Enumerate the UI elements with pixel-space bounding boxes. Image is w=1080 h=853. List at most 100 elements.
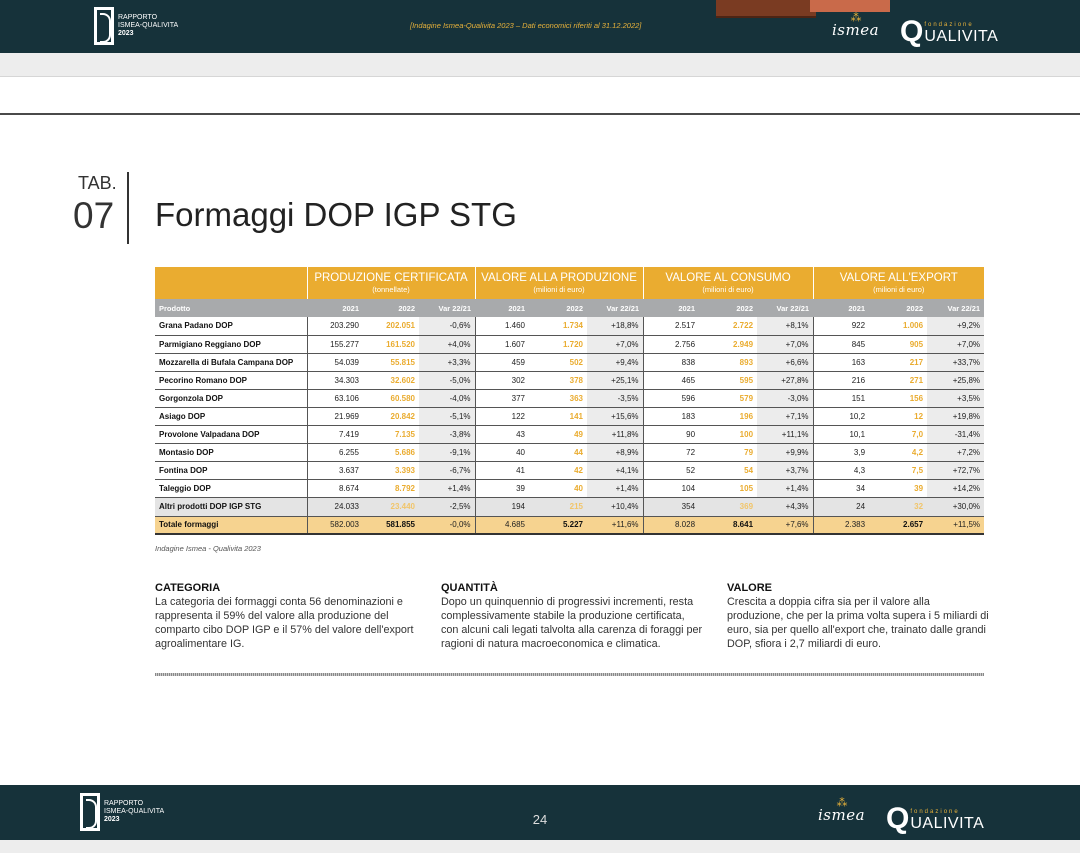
variation-cell: +9,9% bbox=[757, 443, 814, 463]
variation-cell: +1,4% bbox=[587, 479, 644, 499]
rapporto-logo-line2: ISMEA-QUALIVITA bbox=[104, 808, 165, 815]
product-name-cell: Provolone Valpadana DOP bbox=[155, 425, 308, 445]
rapporto-logo-year: 2023 bbox=[118, 30, 134, 37]
variation-cell: +33,7% bbox=[927, 353, 985, 372]
rapporto-logo-year: 2023 bbox=[104, 816, 120, 823]
column-header: Var 22/21 bbox=[419, 299, 476, 317]
value-2022-cell: 7.135 bbox=[363, 425, 419, 445]
rapporto-logo-icon bbox=[94, 7, 114, 45]
variation-cell: +1,4% bbox=[757, 479, 814, 499]
variation-cell: -2,5% bbox=[419, 497, 476, 517]
table-row: Gorgonzola DOP 63.106 60.580 -4,0% 377 363 -3,… bbox=[155, 389, 985, 408]
table-body: Grana Padano DOP 203.290 202.051 -0,6% 1.460… bbox=[155, 317, 985, 536]
value-2022-cell: 105 bbox=[699, 479, 758, 499]
value-2022-cell: 156 bbox=[869, 389, 928, 408]
qualivita-logo-word: UALIVITA bbox=[924, 28, 999, 45]
value-2021-cell: 122 bbox=[474, 407, 530, 427]
value-2022-cell: 141 bbox=[529, 407, 588, 427]
variation-cell: -5,1% bbox=[419, 407, 476, 427]
variation-cell: +10,4% bbox=[587, 497, 644, 517]
rapporto-logo-line2: ISMEA-QUALIVITA bbox=[118, 22, 179, 29]
value-2022-cell: 7,0 bbox=[869, 425, 928, 445]
value-2022-cell: 42 bbox=[529, 461, 588, 481]
value-2022-cell: 2.657 bbox=[869, 516, 928, 536]
column-header: 2022 bbox=[869, 299, 928, 317]
value-2021-cell: 838 bbox=[642, 353, 700, 372]
footer-bar: RAPPORTO ISMEA-QUALIVITA 2023 ⁂ ismea Q … bbox=[0, 785, 1080, 840]
variation-cell: +7,2% bbox=[927, 443, 985, 463]
value-2022-cell: 8.641 bbox=[699, 516, 758, 536]
variation-cell: -3,8% bbox=[419, 425, 476, 445]
group-title: PRODUZIONE CERTIFICATA bbox=[314, 271, 468, 284]
value-2021-cell: 43 bbox=[474, 425, 530, 445]
table-row: Taleggio DOP 8.674 8.792 +1,4% 39 40 +1,4% 104 1… bbox=[155, 479, 985, 499]
variation-cell: -0,6% bbox=[419, 317, 476, 336]
rapporto-logo-line1: RAPPORTO bbox=[118, 14, 158, 21]
value-2022-cell: 215 bbox=[529, 497, 588, 517]
value-2021-cell: 7.419 bbox=[307, 425, 363, 445]
value-2022-cell: 40 bbox=[529, 479, 588, 499]
product-name-cell: Grana Padano DOP bbox=[155, 317, 308, 336]
variation-cell: -3,0% bbox=[757, 389, 814, 408]
value-2021-cell: 2.517 bbox=[642, 317, 700, 336]
variation-cell: +9,4% bbox=[587, 353, 644, 372]
product-name-cell: Asiago DOP bbox=[155, 407, 308, 427]
column-header: 2022 bbox=[699, 299, 758, 317]
variation-cell: +6,6% bbox=[757, 353, 814, 372]
value-2021-cell: 582.003 bbox=[307, 516, 363, 536]
variation-cell: -6,7% bbox=[419, 461, 476, 481]
value-2022-cell: 1.006 bbox=[869, 317, 928, 336]
value-2021-cell: 90 bbox=[642, 425, 700, 445]
page-title: Formaggi DOP IGP STG bbox=[155, 196, 517, 233]
product-name-cell: Montasio DOP bbox=[155, 443, 308, 463]
value-2021-cell: 155.277 bbox=[307, 335, 363, 354]
value-2021-cell: 2.756 bbox=[642, 335, 700, 354]
value-2022-cell: 378 bbox=[529, 371, 588, 390]
variation-cell: +7,6% bbox=[757, 516, 814, 536]
value-2022-cell: 100 bbox=[699, 425, 758, 445]
qualivita-logo-q: Q bbox=[900, 15, 924, 48]
value-2022-cell: 5.227 bbox=[529, 516, 588, 536]
note-title: QUANTITÀ bbox=[441, 582, 498, 594]
value-2021-cell: 34 bbox=[812, 479, 870, 499]
column-header: 2021 bbox=[643, 299, 700, 317]
value-2022-cell: 5.686 bbox=[363, 443, 419, 463]
value-2021-cell: 459 bbox=[474, 353, 530, 372]
value-2022-cell: 161.520 bbox=[363, 335, 419, 354]
value-2022-cell: 2.722 bbox=[699, 317, 758, 336]
table-row: Altri prodotti DOP IGP STG 24.033 23.440 -2… bbox=[155, 497, 985, 517]
title-separator bbox=[127, 172, 129, 244]
group-subtitle: (milioni di euro) bbox=[533, 284, 585, 294]
value-2021-cell: 21.969 bbox=[307, 407, 363, 427]
variation-cell: +9,2% bbox=[927, 317, 985, 336]
variation-cell: +15,6% bbox=[587, 407, 644, 427]
rapporto-logo-icon bbox=[80, 793, 100, 831]
value-2022-cell: 7,5 bbox=[869, 461, 928, 481]
variation-cell: -31,4% bbox=[927, 425, 985, 445]
value-2021-cell: 377 bbox=[474, 389, 530, 408]
group-header: PRODUZIONE CERTIFICATA (tonnellate) bbox=[306, 267, 476, 299]
value-2021-cell: 54.039 bbox=[307, 353, 363, 372]
group-title: VALORE AL CONSUMO bbox=[665, 271, 791, 284]
value-2021-cell: 8.674 bbox=[307, 479, 363, 499]
variation-cell: -4,0% bbox=[419, 389, 476, 408]
value-2021-cell: 922 bbox=[812, 317, 870, 336]
value-2022-cell: 20.842 bbox=[363, 407, 419, 427]
rapporto-logo: RAPPORTO ISMEA-QUALIVITA 2023 bbox=[94, 7, 178, 45]
column-header: 2021 bbox=[307, 299, 363, 317]
qualivita-logo: Q fondazione UALIVITA bbox=[900, 15, 999, 48]
value-2022-cell: 3.393 bbox=[363, 461, 419, 481]
value-2022-cell: 60.580 bbox=[363, 389, 419, 408]
variation-cell: +30,0% bbox=[927, 497, 985, 517]
variation-cell: +11,1% bbox=[757, 425, 814, 445]
value-2022-cell: 1.734 bbox=[529, 317, 588, 336]
value-2022-cell: 54 bbox=[699, 461, 758, 481]
group-subtitle: (milioni di euro) bbox=[702, 284, 754, 294]
header-source-line: [Indagine Ismea-Qualivita 2023 – Dati ec… bbox=[410, 21, 642, 30]
group-header: VALORE ALL'EXPORT (milioni di euro) bbox=[812, 267, 985, 299]
variation-cell: +3,3% bbox=[419, 353, 476, 372]
wheat-icon: ⁂ bbox=[836, 797, 848, 809]
variation-cell: +3,7% bbox=[757, 461, 814, 481]
value-2021-cell: 3,9 bbox=[812, 443, 870, 463]
value-2021-cell: 1.607 bbox=[474, 335, 530, 354]
